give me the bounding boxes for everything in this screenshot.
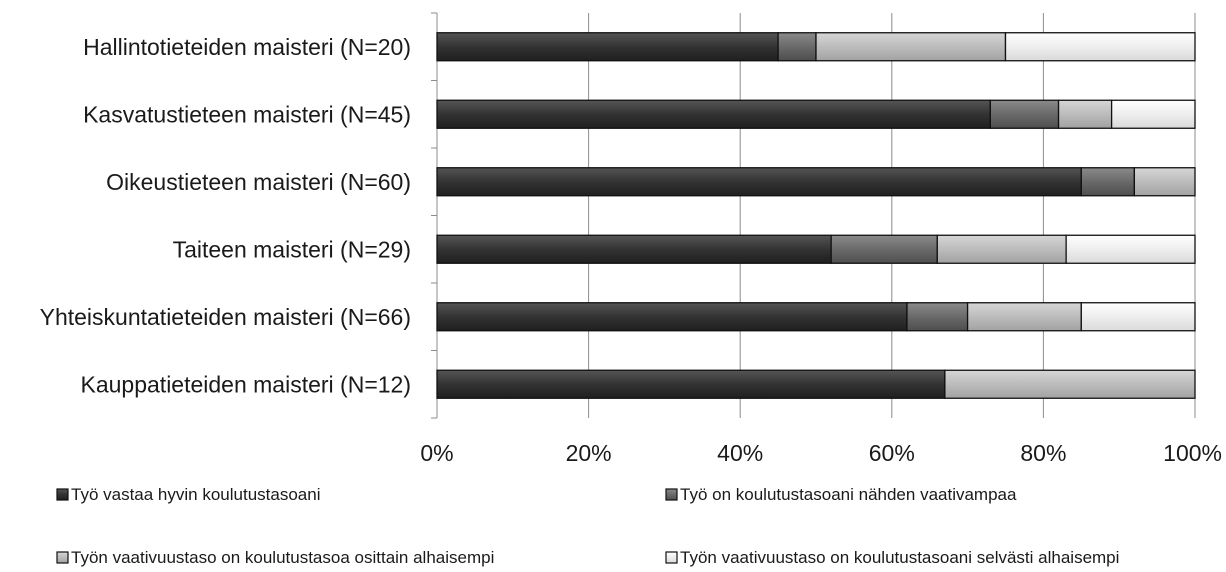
bar-segment: [906, 302, 969, 332]
bar-segment: [1110, 99, 1196, 129]
legend-swatch: [56, 488, 69, 501]
legend-label: Työ on koulutustasoani nähden vaativampa…: [680, 485, 1017, 504]
legend-swatch: [665, 488, 678, 501]
bar-segment: [989, 99, 1060, 129]
bar-segment: [1004, 32, 1196, 62]
bar-segment: [436, 32, 779, 62]
bar-segment: [1080, 167, 1136, 197]
x-tick-labels: 0% 20% 40% 60% 80% 100%: [420, 440, 1222, 466]
x-tick-label: 40%: [717, 440, 763, 466]
legend-swatch: [665, 551, 678, 564]
legend: Työ vastaa hyvin koulutustasoani Työ on k…: [56, 485, 1119, 567]
bar-segment: [436, 302, 908, 332]
legend-label: Työn vaativuustaso on koulutustasoani se…: [680, 548, 1119, 567]
legend-swatch: [56, 551, 69, 564]
category-label: Kasvatustieteen maisteri (N=45): [83, 101, 411, 127]
category-labels: Hallintotieteiden maisteri (N=20) Kasvatu…: [40, 34, 411, 398]
legend-label: Työn vaativuustaso on koulutustasoa osit…: [71, 548, 494, 567]
x-tick-label: 20%: [566, 440, 612, 466]
bar-segment: [436, 99, 991, 129]
bar-segment: [944, 369, 1196, 399]
bar-segment: [1065, 234, 1196, 264]
bar-segment: [436, 167, 1082, 197]
bar-segment: [1080, 302, 1196, 332]
category-label: Kauppatieteiden maisteri (N=12): [81, 371, 412, 397]
bar-segment: [1057, 99, 1113, 129]
bar-segment: [830, 234, 938, 264]
bar-segment: [936, 234, 1067, 264]
bar-segment: [815, 32, 1007, 62]
category-label: Yhteiskuntatieteiden maisteri (N=66): [40, 304, 411, 330]
bar-segment: [436, 369, 946, 399]
category-label: Taiteen maisteri (N=29): [173, 236, 411, 262]
gridlines: [588, 13, 1196, 418]
bar-segment: [1133, 167, 1196, 197]
bars: [436, 32, 1196, 399]
x-tick-label: 60%: [869, 440, 915, 466]
bar-segment: [436, 234, 832, 264]
x-tick-label: 100%: [1163, 440, 1222, 466]
x-tick-label: 0%: [420, 440, 453, 466]
bar-segment: [966, 302, 1082, 332]
x-tick-label: 80%: [1020, 440, 1066, 466]
legend-label: Työ vastaa hyvin koulutustasoani: [71, 485, 320, 504]
category-axis: [431, 12, 438, 419]
category-label: Hallintotieteiden maisteri (N=20): [83, 34, 411, 60]
bar-segment: [777, 32, 817, 62]
category-label: Oikeustieteen maisteri (N=60): [106, 169, 411, 195]
